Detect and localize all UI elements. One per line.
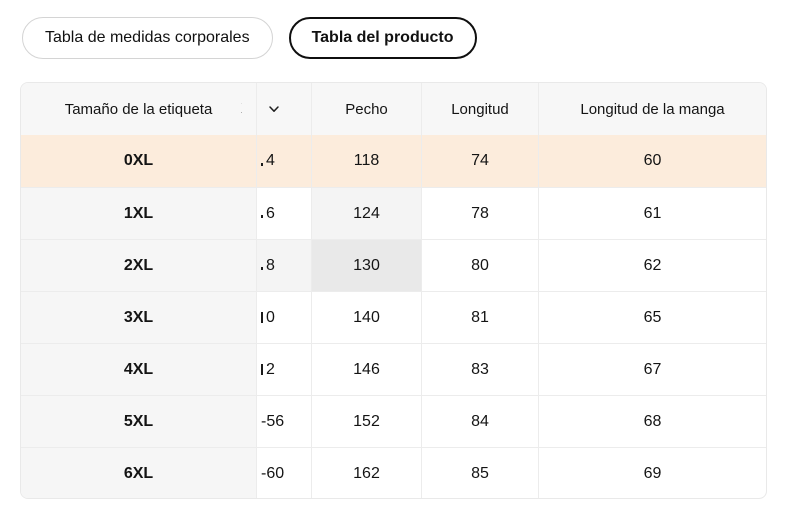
clipped-digit-sliver xyxy=(261,312,263,323)
table-row: 3XL 0 140 81 65 xyxy=(21,291,766,343)
cell-label-size: 4XL xyxy=(21,344,256,395)
clipped-digit-sliver xyxy=(261,215,263,218)
table-row: 4XL 2 146 83 67 xyxy=(21,343,766,395)
cell-size-text: -60 xyxy=(261,464,285,482)
clipped-column-label: X xyxy=(241,100,249,118)
cell-label-size: 2XL xyxy=(21,240,256,291)
table-body: 0XL 4 118 74 60 1XL 6 124 78 61 2XL 8 13… xyxy=(21,135,766,498)
cell-chest: 130 xyxy=(311,240,421,291)
chevron-down-icon xyxy=(269,106,279,112)
cell-size-clipped: 2 xyxy=(256,344,311,395)
cell-label-size: 5XL xyxy=(21,396,256,447)
cell-label-size: 1XL xyxy=(21,188,256,239)
cell-sleeve-length: 62 xyxy=(538,240,766,291)
cell-sleeve-length: 61 xyxy=(538,188,766,239)
cell-length: 80 xyxy=(421,240,538,291)
cell-size-clipped: 6 xyxy=(256,188,311,239)
size-chart-tabs: Tabla de medidas corporales Tabla del pr… xyxy=(22,17,477,59)
cell-chest: 124 xyxy=(311,188,421,239)
cell-chest: 118 xyxy=(311,135,421,187)
table-row: 2XL 8 130 80 62 xyxy=(21,239,766,291)
cell-length: 81 xyxy=(421,292,538,343)
cell-size-clipped: -56 xyxy=(256,396,311,447)
cell-label-size: 3XL xyxy=(21,292,256,343)
cell-chest: 152 xyxy=(311,396,421,447)
cell-chest: 146 xyxy=(311,344,421,395)
header-length: Longitud xyxy=(421,83,538,135)
size-system-dropdown[interactable]: X xyxy=(241,83,311,135)
cell-sleeve-length: 65 xyxy=(538,292,766,343)
cell-size-text: -56 xyxy=(261,412,285,430)
cell-length: 78 xyxy=(421,188,538,239)
table-row: 5XL -56 152 84 68 xyxy=(21,395,766,447)
cell-chest: 140 xyxy=(311,292,421,343)
cell-size-text: 0 xyxy=(266,308,275,326)
cell-label-size: 6XL xyxy=(21,448,256,498)
cell-sleeve-length: 67 xyxy=(538,344,766,395)
cell-length: 85 xyxy=(421,448,538,498)
header-chest: Pecho xyxy=(311,83,421,135)
clipped-digit-sliver xyxy=(261,162,263,166)
cell-chest: 162 xyxy=(311,448,421,498)
cell-size-clipped: 4 xyxy=(256,135,311,187)
table-row: 6XL -60 162 85 69 xyxy=(21,447,766,498)
header-sleeve-length: Longitud de la manga xyxy=(538,83,766,135)
cell-size-text: 8 xyxy=(266,256,275,274)
cell-sleeve-length: 68 xyxy=(538,396,766,447)
header-label-size: Tamaño de la etiqueta xyxy=(21,83,256,135)
size-table: Tamaño de la etiqueta X Pecho Longitud L… xyxy=(20,82,767,499)
cell-size-clipped: 8 xyxy=(256,240,311,291)
cell-sleeve-length: 69 xyxy=(538,448,766,498)
cell-size-text: 6 xyxy=(266,204,275,222)
tab-product[interactable]: Tabla del producto xyxy=(288,17,477,59)
cell-sleeve-length: 60 xyxy=(538,135,766,187)
table-header-row: Tamaño de la etiqueta X Pecho Longitud L… xyxy=(21,83,766,135)
cell-size-text: 4 xyxy=(266,152,275,169)
cell-length: 74 xyxy=(421,135,538,187)
table-row: 0XL 4 118 74 60 xyxy=(21,135,766,187)
cell-size-text: 2 xyxy=(266,360,275,378)
cell-size-clipped: 0 xyxy=(256,292,311,343)
cell-length: 83 xyxy=(421,344,538,395)
table-row: 1XL 6 124 78 61 xyxy=(21,187,766,239)
cell-label-size: 0XL xyxy=(21,135,256,187)
cell-size-clipped: -60 xyxy=(256,448,311,498)
clipped-digit-sliver xyxy=(261,364,263,375)
clipped-digit-sliver xyxy=(261,267,263,270)
cell-length: 84 xyxy=(421,396,538,447)
tab-body-measurements[interactable]: Tabla de medidas corporales xyxy=(22,17,273,59)
